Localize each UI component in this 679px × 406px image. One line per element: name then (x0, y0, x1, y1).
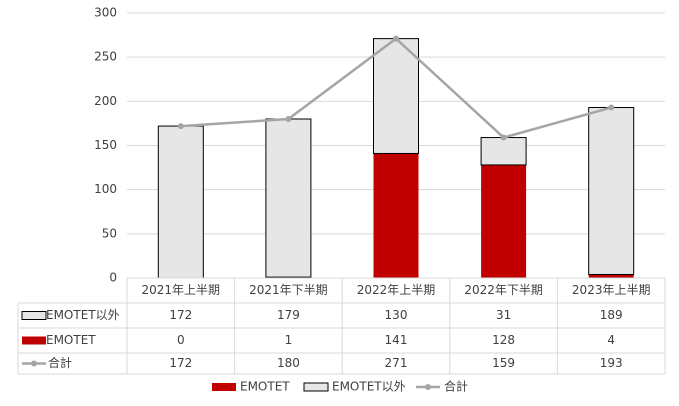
table-cell: 271 (385, 356, 408, 370)
y-tick-label: 200 (94, 94, 117, 108)
table-cell: 159 (492, 356, 515, 370)
x-tick-label: 2022年上半期 (357, 283, 436, 297)
table-cell: 179 (277, 308, 300, 322)
bar-segment (373, 153, 419, 278)
table-cell: 128 (492, 333, 515, 347)
y-tick-label: 100 (94, 182, 117, 196)
total-point (393, 35, 399, 42)
legend-label: EMOTET (240, 380, 290, 394)
bar-segment (480, 137, 527, 166)
x-tick-label: 2021年上半期 (142, 283, 221, 297)
x-tick-label: 2022年下半期 (464, 283, 543, 297)
y-tick-label: 300 (94, 6, 117, 20)
legend-label: EMOTET以外 (332, 380, 406, 394)
legend-key (22, 336, 46, 345)
table-row-label: 合計 (48, 355, 72, 370)
y-tick-label: 0 (109, 271, 117, 285)
table-row-label: EMOTET (46, 333, 96, 347)
table-cell: 4 (607, 333, 615, 347)
total-point (177, 123, 184, 130)
table-cell: 141 (385, 333, 408, 347)
bar-segment (481, 164, 527, 278)
x-tick-label: 2023年上半期 (572, 283, 651, 297)
total-point (500, 134, 507, 141)
table-cell: 193 (600, 356, 623, 370)
legend-key (303, 382, 329, 392)
table-row-label: EMOTET以外 (46, 308, 120, 322)
bar-segment (157, 125, 204, 279)
table-cell: 180 (277, 356, 300, 370)
total-point (608, 104, 615, 111)
table-cell: 1 (285, 333, 293, 347)
legend-key (21, 311, 47, 320)
y-tick-label: 150 (94, 138, 117, 152)
table-cell: 31 (496, 308, 511, 322)
legend-key (31, 360, 37, 367)
bar-segment (588, 274, 634, 278)
table-cell: 0 (177, 333, 185, 347)
total-point (285, 116, 292, 122)
bar-segment (373, 38, 419, 154)
table-cell: 172 (169, 356, 192, 370)
legend-label: 合計 (444, 379, 468, 394)
table-cell: 172 (169, 308, 192, 322)
legend-key (425, 384, 431, 390)
y-tick-label: 50 (102, 226, 117, 240)
table-cell: 130 (385, 308, 408, 322)
bar-segment (588, 107, 635, 275)
y-tick-label: 250 (94, 50, 117, 64)
bar-segment (265, 118, 312, 278)
x-tick-label: 2021年下半期 (249, 283, 328, 297)
legend-key (212, 383, 236, 391)
table-cell: 189 (600, 308, 623, 322)
